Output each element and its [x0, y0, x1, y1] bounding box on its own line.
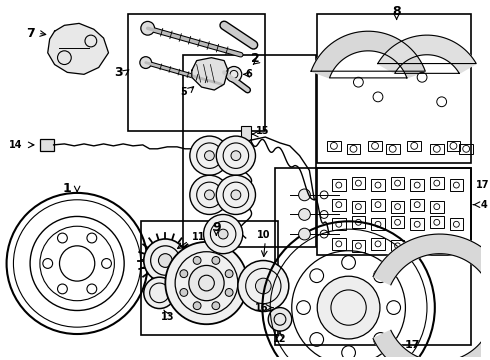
Circle shape: [190, 136, 229, 175]
Text: 5: 5: [180, 87, 187, 97]
Circle shape: [238, 261, 289, 311]
Bar: [368, 141, 382, 151]
Bar: [391, 216, 404, 228]
Circle shape: [216, 136, 255, 175]
Bar: [410, 199, 424, 211]
Circle shape: [298, 189, 310, 201]
Circle shape: [193, 143, 204, 155]
Bar: [332, 199, 345, 211]
Bar: [327, 141, 341, 151]
Circle shape: [204, 190, 214, 200]
Text: 17: 17: [476, 180, 490, 190]
Text: 1: 1: [63, 181, 72, 194]
Bar: [332, 219, 345, 230]
Circle shape: [203, 215, 243, 254]
Polygon shape: [48, 23, 108, 74]
Bar: [391, 177, 404, 189]
Circle shape: [212, 257, 220, 264]
Bar: [241, 126, 250, 140]
Circle shape: [255, 278, 271, 294]
Circle shape: [189, 265, 224, 301]
Polygon shape: [311, 31, 425, 78]
Circle shape: [268, 307, 292, 331]
Bar: [410, 179, 424, 191]
Circle shape: [144, 239, 187, 282]
Circle shape: [231, 190, 241, 200]
Text: 15: 15: [255, 126, 269, 136]
Bar: [407, 141, 421, 151]
Bar: [275, 168, 471, 345]
Polygon shape: [373, 330, 490, 360]
Bar: [371, 238, 385, 250]
Text: 17: 17: [405, 340, 420, 350]
Bar: [430, 216, 443, 228]
Circle shape: [226, 67, 242, 82]
Bar: [430, 177, 443, 189]
Bar: [183, 55, 316, 247]
Bar: [430, 144, 443, 154]
Bar: [449, 219, 463, 230]
Text: 13: 13: [161, 312, 174, 322]
Circle shape: [298, 208, 310, 220]
Text: 2: 2: [251, 52, 260, 65]
Bar: [371, 219, 385, 230]
Text: 3: 3: [114, 66, 122, 79]
Text: 9: 9: [212, 221, 220, 234]
Bar: [332, 179, 345, 191]
Bar: [351, 240, 365, 252]
Text: 8: 8: [392, 5, 401, 18]
Circle shape: [180, 270, 188, 278]
Bar: [317, 14, 471, 162]
Bar: [141, 221, 278, 335]
Bar: [391, 240, 404, 252]
Circle shape: [225, 288, 233, 296]
Circle shape: [193, 302, 201, 310]
Circle shape: [225, 270, 233, 278]
Circle shape: [298, 228, 310, 240]
Bar: [449, 179, 463, 191]
Bar: [351, 201, 365, 212]
Bar: [351, 177, 365, 189]
Bar: [40, 139, 53, 151]
Bar: [317, 168, 471, 255]
Circle shape: [193, 257, 201, 264]
Text: 7: 7: [25, 27, 34, 40]
Text: 14: 14: [9, 140, 22, 150]
Circle shape: [180, 288, 188, 296]
Circle shape: [141, 21, 154, 35]
Bar: [410, 219, 424, 230]
Text: 6: 6: [245, 69, 252, 79]
Circle shape: [218, 229, 228, 239]
Circle shape: [144, 277, 175, 309]
Polygon shape: [192, 58, 228, 90]
Circle shape: [212, 302, 220, 310]
Polygon shape: [373, 234, 490, 285]
Bar: [346, 144, 360, 154]
Circle shape: [216, 175, 255, 215]
Text: 4: 4: [481, 200, 488, 210]
Text: 16: 16: [255, 302, 268, 312]
Text: 10: 10: [257, 230, 270, 240]
Circle shape: [140, 57, 151, 68]
Bar: [391, 201, 404, 212]
Text: 11: 11: [192, 232, 205, 242]
Bar: [459, 144, 473, 154]
Bar: [371, 199, 385, 211]
Bar: [371, 179, 385, 191]
Bar: [430, 201, 443, 212]
Circle shape: [317, 276, 380, 339]
Circle shape: [231, 151, 241, 161]
Bar: [446, 141, 460, 151]
Circle shape: [190, 175, 229, 215]
Text: 12: 12: [273, 334, 287, 344]
Polygon shape: [378, 35, 476, 73]
Bar: [351, 216, 365, 228]
Circle shape: [158, 254, 172, 267]
Bar: [386, 144, 399, 154]
Bar: [332, 238, 345, 250]
Circle shape: [204, 151, 214, 161]
Circle shape: [165, 242, 247, 324]
Bar: [128, 14, 265, 131]
